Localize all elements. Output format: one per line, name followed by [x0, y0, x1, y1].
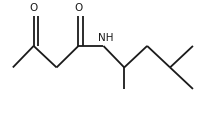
Text: O: O: [30, 3, 38, 12]
Text: O: O: [74, 3, 83, 12]
Text: NH: NH: [98, 32, 114, 42]
